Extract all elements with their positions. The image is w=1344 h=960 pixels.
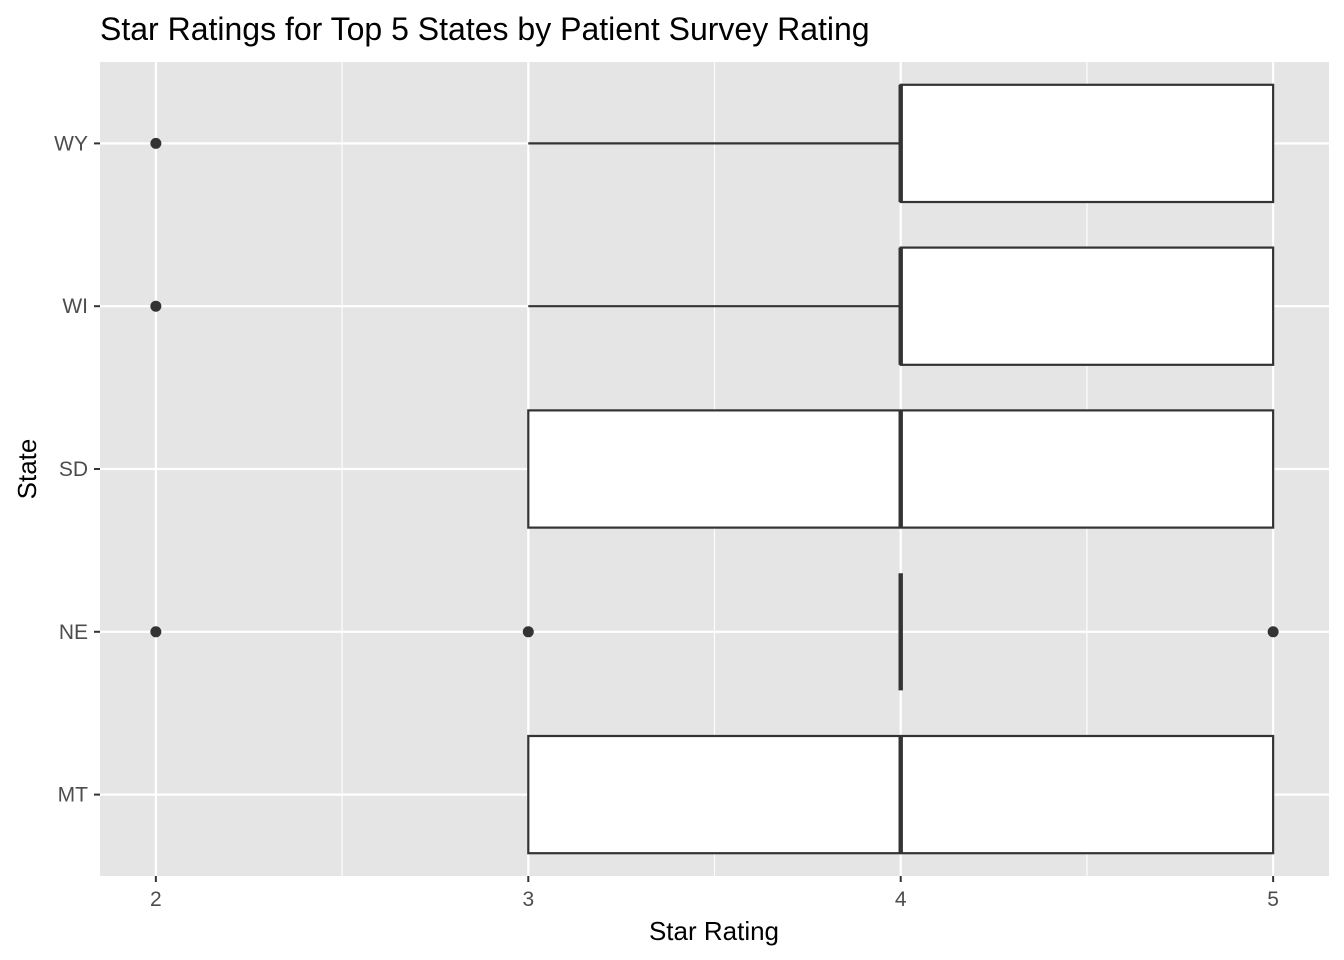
x-axis-title: Star Rating bbox=[649, 916, 779, 946]
y-tick-label: NE bbox=[59, 621, 88, 644]
outlier-point bbox=[1267, 626, 1279, 638]
y-tick-label: MT bbox=[58, 784, 88, 807]
box-wy bbox=[150, 83, 1275, 204]
x-tick-label: 2 bbox=[150, 888, 162, 911]
outlier-point bbox=[150, 300, 162, 312]
box-wi bbox=[150, 246, 1275, 366]
box-mt bbox=[527, 734, 1275, 855]
outlier-point bbox=[522, 626, 534, 638]
y-axis-title: State bbox=[12, 439, 42, 500]
box-sd bbox=[527, 409, 1275, 529]
x-tick-label: 4 bbox=[895, 888, 907, 911]
x-tick-label: 3 bbox=[522, 888, 534, 911]
box-layer bbox=[150, 83, 1279, 855]
box-iqr bbox=[899, 246, 1275, 366]
outlier-point bbox=[150, 626, 162, 638]
outlier-point bbox=[150, 137, 162, 149]
y-tick-label: WI bbox=[62, 295, 88, 318]
box-ne bbox=[150, 573, 1279, 691]
y-tick-label: SD bbox=[59, 458, 88, 481]
x-tick-label: 5 bbox=[1267, 888, 1279, 911]
box-iqr bbox=[899, 83, 1275, 204]
y-tick-label: WY bbox=[54, 132, 88, 155]
axis-layer: 2 3 4 5 MT NE SD WI WY bbox=[54, 132, 1279, 911]
chart-title: Star Ratings for Top 5 States by Patient… bbox=[100, 11, 870, 47]
